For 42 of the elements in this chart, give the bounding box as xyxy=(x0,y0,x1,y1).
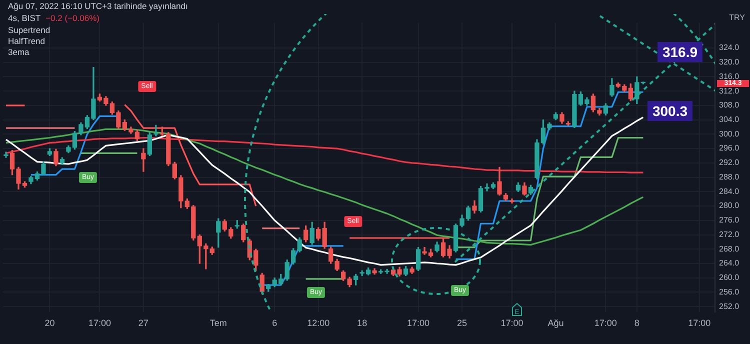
y-tick-label: 260.0 xyxy=(719,273,740,282)
y-tick-label: 300.0 xyxy=(719,129,740,138)
y-tick-label: 272.0 xyxy=(719,230,740,239)
y-tick-label: 312.0 xyxy=(719,86,740,96)
annotation: 316.9 xyxy=(657,42,703,62)
x-tick-label: 27 xyxy=(138,318,148,328)
text: Ağu 07, 2022 16:10 UTC+3 tarihinde yayınlandı xyxy=(8,1,188,11)
x-tick-label: 18 xyxy=(357,318,368,328)
annotation: 3ema xyxy=(8,47,30,57)
x-tick-label: 12:00 xyxy=(307,318,330,328)
x-tick-label: 17:00 xyxy=(500,318,524,328)
x-tick-label: 17:00 xyxy=(688,318,711,328)
x-tick-label: 8 xyxy=(634,318,640,328)
annotation: HalfTrend xyxy=(8,36,46,46)
x-tick-label: 20 xyxy=(44,318,55,328)
x-tick-label: 17:00 xyxy=(407,318,430,328)
y-tick-label: 288.0 xyxy=(719,172,740,182)
y-tick-label: 280.0 xyxy=(719,201,740,210)
chart-title: 4s, BIST xyxy=(8,13,41,23)
x-tick-label: Ağu xyxy=(548,318,564,328)
text: TRY xyxy=(729,13,745,22)
x-tick-label: 25 xyxy=(457,318,468,328)
x-tick-label: 17:00 xyxy=(88,318,111,328)
annotation: Supertrend xyxy=(8,25,50,35)
x-tick-label: 6 xyxy=(272,318,278,328)
y-tick-label: 320.0 xyxy=(719,58,740,67)
y-tick-label: 284.0 xyxy=(719,186,740,196)
y-tick-label: 276.0 xyxy=(719,216,740,225)
y-tick-label: 316.0 xyxy=(719,72,740,81)
y-tick-label: 264.0 xyxy=(719,258,740,268)
y-tick-label: 292.0 xyxy=(719,158,740,168)
annotation: 300.3 xyxy=(647,101,693,121)
y-tick-label: 268.0 xyxy=(719,244,740,254)
chart-subtitle: −0.2 (−0.06%) xyxy=(46,13,100,23)
y-tick-label: 304.0 xyxy=(719,115,740,124)
y-tick-label: 324.0 xyxy=(719,43,740,52)
y-tick-label: 296.0 xyxy=(719,144,740,153)
y-tick-label: 256.0 xyxy=(719,287,740,296)
y-tick-label: 252.0 xyxy=(719,302,740,311)
x-tick-label: Tem xyxy=(210,318,227,328)
y-tick-label: 308.0 xyxy=(719,100,740,110)
x-tick-label: 17:00 xyxy=(594,318,617,328)
